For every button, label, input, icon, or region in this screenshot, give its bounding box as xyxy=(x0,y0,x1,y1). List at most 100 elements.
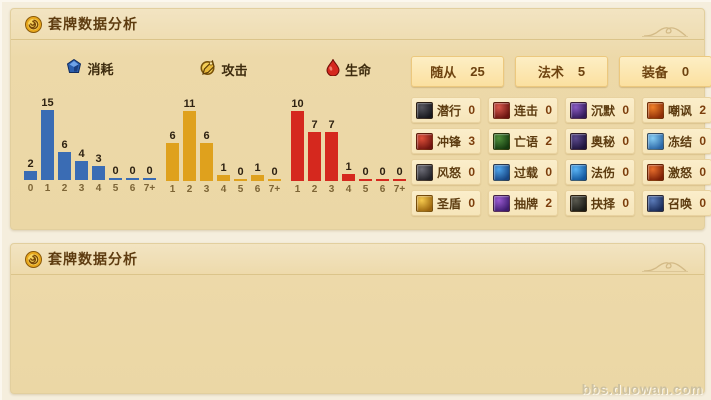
top-panel-header: 套牌数据分析 xyxy=(11,9,704,40)
keyword-tile-silence[interactable]: 沉默 0 xyxy=(565,97,635,123)
bottom-panel-title: 套牌数据分析 xyxy=(48,251,138,267)
keyword-count: 0 xyxy=(699,196,706,210)
attack-weapon-icon xyxy=(199,59,216,79)
chart-title-label: 生命 xyxy=(344,62,371,78)
bar-1: 15 xyxy=(41,97,54,180)
bar xyxy=(75,161,88,180)
bar xyxy=(234,179,247,181)
combo-icon xyxy=(493,101,510,119)
type-button-weapons[interactable]: 装备 0 xyxy=(619,56,711,87)
bottom-panel-header: 套牌数据分析 xyxy=(11,244,704,275)
keyword-label: 法伤 xyxy=(591,165,616,180)
chart-生命: 生命 10 7 7 1 0 0 0 1 2 3 4 5 6 7+ xyxy=(286,51,411,219)
keyword-count: 0 xyxy=(622,165,629,179)
chart-攻击: 攻击 6 11 6 1 0 1 0 1 2 3 4 5 6 7+ xyxy=(161,51,286,219)
type-button-spells[interactable]: 法术 5 xyxy=(515,56,608,87)
bar-7+: 0 xyxy=(268,166,281,181)
bar-value: 1 xyxy=(345,161,352,173)
bar xyxy=(143,178,156,180)
bar-3: 4 xyxy=(75,148,88,180)
bar-2: 7 xyxy=(308,119,321,181)
keyword-tile-stealth[interactable]: 潜行 0 xyxy=(411,97,481,123)
bar-3: 7 xyxy=(325,119,338,181)
keyword-label: 沉默 xyxy=(591,103,616,118)
bar xyxy=(251,175,264,181)
bar xyxy=(24,171,37,180)
type-button-minions[interactable]: 随从 25 xyxy=(411,56,504,87)
bar-1: 6 xyxy=(166,130,179,181)
keyword-label: 抉择 xyxy=(591,196,616,211)
bar-value: 6 xyxy=(203,130,210,142)
axis-tick-label: 2 xyxy=(61,183,68,194)
bar xyxy=(183,111,196,181)
chart-title-label: 消耗 xyxy=(87,62,114,77)
keyword-tile-secret[interactable]: 奥秘 0 xyxy=(565,128,635,154)
keyword-tile-deathrattle[interactable]: 亡语 2 xyxy=(488,128,558,154)
bar-5: 0 xyxy=(109,165,122,180)
bar-4: 3 xyxy=(92,153,105,180)
keyword-label: 奥秘 xyxy=(591,134,616,149)
axis-tick-label: 6 xyxy=(254,184,261,195)
keyword-tile-taunt[interactable]: 嘲讽 2 xyxy=(642,97,711,123)
keyword-count: 0 xyxy=(699,134,706,148)
bar-value: 0 xyxy=(271,166,278,178)
bar-value: 7 xyxy=(328,119,335,131)
bar-value: 0 xyxy=(396,166,403,178)
keyword-tile-enrage[interactable]: 激怒 0 xyxy=(642,159,711,185)
bar-value: 0 xyxy=(112,165,119,177)
keyword-tile-charge[interactable]: 冲锋 3 xyxy=(411,128,481,154)
keyword-label: 风怒 xyxy=(437,165,462,180)
bar-value: 1 xyxy=(254,162,261,174)
keyword-count: 0 xyxy=(622,134,629,148)
bar-7+: 0 xyxy=(143,165,156,180)
type-button-count: 0 xyxy=(681,64,690,79)
decorative-swirl-icon xyxy=(642,27,688,37)
gold-coin-icon xyxy=(25,15,42,33)
keyword-tile-summon[interactable]: 召唤 0 xyxy=(642,190,711,216)
keyword-tile-freeze[interactable]: 冻结 0 xyxy=(642,128,711,154)
deathrattle-icon xyxy=(493,132,510,150)
keyword-label: 亡语 xyxy=(514,134,539,149)
keyword-count: 0 xyxy=(699,165,706,179)
keyword-label: 冻结 xyxy=(668,134,693,149)
deck-stats-panel: 套牌数据分析 消耗 2 15 6 4 3 0 0 0 0 1 2 3 4 5 6 7+ 攻击 6 11 6 1 0 1 0 1 2 3… xyxy=(10,8,711,230)
bar xyxy=(126,178,139,180)
bar-2: 11 xyxy=(183,98,196,181)
axis-tick-label: 2 xyxy=(311,184,318,195)
axis-tick-label: 2 xyxy=(186,184,193,195)
bar xyxy=(200,143,213,181)
keyword-tile-draw-card[interactable]: 抽牌 2 xyxy=(488,190,558,216)
keyword-tile-divine-shield[interactable]: 圣盾 0 xyxy=(411,190,481,216)
summon-icon xyxy=(647,194,664,212)
silence-icon xyxy=(570,101,587,119)
axis-tick-label: 3 xyxy=(78,183,85,194)
gold-coin-icon xyxy=(25,250,42,268)
keyword-label: 连击 xyxy=(514,103,539,118)
bar-value: 3 xyxy=(95,153,102,165)
bar-6: 0 xyxy=(126,165,139,180)
keyword-tile-combo[interactable]: 连击 0 xyxy=(488,97,558,123)
stealth-icon xyxy=(416,101,433,119)
keyword-tile-overload[interactable]: 过载 0 xyxy=(488,159,558,185)
bar-value: 1 xyxy=(220,162,227,174)
bar xyxy=(109,178,122,180)
bar xyxy=(342,174,355,181)
deck-charts: 消耗 2 15 6 4 3 0 0 0 0 1 2 3 4 5 6 7+ 攻击 6 11 6 1 0 1 0 1 2 3 4 5 6 7+ 生命… xyxy=(19,51,407,219)
keyword-tile-windfury[interactable]: 风怒 0 xyxy=(411,159,481,185)
bar-7+: 0 xyxy=(393,166,406,181)
keyword-label: 召唤 xyxy=(668,196,693,211)
bar-4: 1 xyxy=(342,161,355,181)
keyword-count: 0 xyxy=(468,196,475,210)
keyword-count: 0 xyxy=(622,196,629,210)
keyword-tile-spell-damage[interactable]: 法伤 0 xyxy=(565,159,635,185)
keyword-count: 0 xyxy=(545,103,552,117)
bar-value: 11 xyxy=(183,98,196,110)
keyword-count: 0 xyxy=(545,165,552,179)
bar-value: 0 xyxy=(237,166,244,178)
type-button-label: 随从 xyxy=(430,65,457,80)
bar xyxy=(291,111,304,181)
keyword-tile-choose-one[interactable]: 抉择 0 xyxy=(565,190,635,216)
deck-list-panel: 套牌数据分析 0灵魂之火x21烈焰小鬼x21死亡缠绕x21力量的代价x11虚空行… xyxy=(10,243,705,394)
axis-tick-label: 5 xyxy=(112,183,119,194)
axis-tick-label: 7+ xyxy=(268,184,281,195)
